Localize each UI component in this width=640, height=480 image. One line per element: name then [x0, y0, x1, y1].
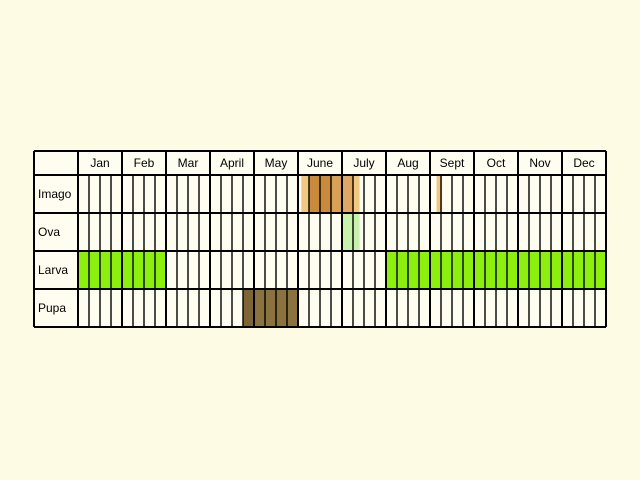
month-label-sept: Sept	[440, 156, 465, 170]
month-label-may: May	[265, 156, 288, 170]
month-label-oct: Oct	[487, 156, 506, 170]
row-label-imago: Imago	[38, 187, 72, 201]
row-label-ova: Ova	[38, 225, 60, 239]
month-label-dec: Dec	[573, 156, 594, 170]
period-bar-pupa	[243, 289, 254, 327]
row-label-larva: Larva	[38, 263, 68, 277]
month-label-nov: Nov	[529, 156, 550, 170]
row-label-pupa: Pupa	[38, 301, 66, 315]
period-bar-ova	[342, 213, 360, 251]
month-label-jan: Jan	[90, 156, 109, 170]
month-label-april: April	[220, 156, 244, 170]
period-bar-imago	[353, 175, 360, 213]
period-bar-imago	[436, 175, 443, 213]
month-label-mar: Mar	[178, 156, 199, 170]
period-bar-imago	[331, 175, 342, 213]
period-bar-imago	[301, 175, 309, 213]
month-label-july: July	[353, 156, 374, 170]
period-bar-imago	[342, 175, 353, 213]
month-label-june: June	[307, 156, 333, 170]
month-label-feb: Feb	[134, 156, 155, 170]
month-label-aug: Aug	[397, 156, 418, 170]
